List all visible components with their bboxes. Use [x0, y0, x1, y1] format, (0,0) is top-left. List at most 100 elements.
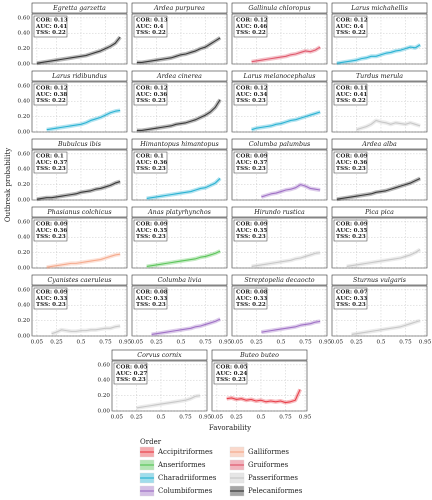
panel-title: Cyanistes caeruleus — [47, 277, 112, 284]
line — [136, 395, 201, 409]
x-tick-label: 0.05 — [331, 340, 344, 346]
stats-text: AUC: 0.37 — [235, 160, 267, 166]
strip — [131, 2, 228, 14]
x-tick-label: 0.5 — [257, 415, 266, 421]
panel-title: Buteo buteo — [239, 352, 279, 359]
panel-title: Larus michahellis — [350, 5, 408, 12]
stats-text: TSS: 0.22 — [136, 30, 166, 36]
stats-text: TSS: 0.23 — [336, 302, 366, 308]
stats-box — [333, 151, 368, 174]
x-tick-label: 0.95 — [319, 340, 332, 346]
panel-title: Gallinula chloropus — [248, 5, 311, 12]
stats-text: COR: 0.12 — [36, 86, 68, 92]
stats-text: AUC: 0.35 — [335, 228, 367, 234]
panel-title: Larus ridibundus — [51, 73, 108, 80]
strip — [231, 2, 328, 14]
strip — [231, 274, 328, 286]
x-tick-label: 0.5 — [377, 340, 386, 346]
x-tick-label: 0.25 — [230, 415, 243, 421]
stats-text: AUC: 0.37 — [35, 160, 67, 166]
x-tick-label: 0.95 — [419, 340, 432, 346]
y-tick-label: 0.20 — [98, 393, 111, 399]
stats-text: TSS: 0.22 — [336, 98, 366, 104]
legend-label: Anseriformes — [157, 461, 206, 469]
y-tick-label: 0.60 — [98, 362, 111, 368]
stats-text: COR: 0.13 — [36, 18, 68, 24]
y-tick-label: 0.40 — [18, 167, 31, 173]
stats-text: AUC: 0.24 — [215, 371, 247, 377]
panel-title: Egretta garzetta — [52, 5, 106, 12]
stats-box — [333, 83, 368, 106]
y-tick-label: 0.00 — [18, 334, 31, 340]
line — [351, 320, 421, 336]
stats-text: AUC: 0.36 — [35, 228, 67, 234]
stats-text: AUC: 0.36 — [335, 160, 367, 166]
strip — [331, 2, 428, 14]
x-tick-label: 0.5 — [77, 340, 86, 346]
stats-box — [233, 287, 268, 310]
stats-text: COR: 0.09 — [36, 290, 68, 296]
stats-text: AUC: 0.33 — [235, 296, 267, 302]
x-tick-label: 0.05 — [131, 340, 144, 346]
y-tick-label: 0.20 — [18, 318, 31, 324]
panel-title: Columba palumbus — [249, 141, 311, 148]
stats-text: AUC: 0.36 — [135, 92, 167, 98]
x-tick-label: 0.75 — [279, 415, 292, 421]
stats-box — [133, 151, 168, 174]
y-tick-label: 0.40 — [18, 99, 31, 105]
stats-box — [233, 15, 268, 38]
stats-box — [33, 15, 68, 38]
stats-box — [33, 151, 68, 174]
y-tick-label: 0.00 — [18, 198, 31, 204]
x-tick-label: 0.5 — [277, 340, 286, 346]
stats-text: COR: 0.13 — [136, 18, 168, 24]
y-tick-label: 0.60 — [18, 15, 31, 21]
stats-box — [333, 15, 368, 38]
stats-text: TSS: 0.22 — [36, 98, 66, 104]
stats-text: AUC: 0.33 — [135, 296, 167, 302]
stats-text: COR: 0.09 — [236, 222, 268, 228]
stats-box — [133, 219, 168, 242]
stats-text: TSS: 0.22 — [236, 30, 266, 36]
x-tick-label: 0.25 — [50, 340, 63, 346]
stats-box — [233, 219, 268, 242]
panel-title: Larus melanocephalus — [243, 73, 317, 80]
line — [356, 119, 421, 131]
panel-title: Pica pica — [364, 209, 394, 216]
x-tick-label: 0.25 — [150, 340, 163, 346]
x-tick-label: 0.25 — [250, 340, 263, 346]
stats-text: AUC: 0.41 — [335, 92, 367, 98]
stats-text: COR: 0.09 — [36, 222, 68, 228]
x-tick-label: 0.5 — [177, 340, 186, 346]
panel-title: Sturnus vulgaris — [353, 277, 407, 284]
x-tick-label: 0.5 — [157, 415, 166, 421]
stats-box — [213, 362, 248, 385]
stats-text: COR: 0.07 — [336, 290, 368, 296]
stats-text: AUC: 0.4 — [135, 24, 164, 30]
panel-title: Phasianus colchicus — [46, 209, 112, 216]
line — [336, 177, 421, 200]
y-tick-label: 0.00 — [18, 62, 31, 68]
stats-box — [33, 83, 68, 106]
y-tick-label: 0.00 — [98, 409, 111, 415]
stats-box — [333, 287, 368, 310]
panel-title: Corvus cornix — [137, 352, 182, 359]
x-tick-label: 0.05 — [231, 340, 244, 346]
stats-text: AUC: 0.35 — [135, 228, 167, 234]
line — [136, 99, 221, 132]
strip — [331, 138, 428, 150]
strip — [331, 274, 428, 286]
line — [251, 46, 321, 63]
line — [36, 36, 121, 64]
stats-box — [113, 362, 148, 385]
y-tick-label: 0.60 — [18, 219, 31, 225]
legend-title: Order — [140, 438, 162, 446]
stats-text: COR: 0.12 — [336, 18, 368, 24]
stats-text: TSS: 0.23 — [216, 377, 246, 383]
y-tick-label: 0.40 — [18, 31, 31, 37]
stats-text: TSS: 0.23 — [36, 234, 66, 240]
x-tick-label: 0.05 — [211, 415, 224, 421]
y-tick-label: 0.60 — [18, 151, 31, 157]
line — [251, 252, 321, 268]
